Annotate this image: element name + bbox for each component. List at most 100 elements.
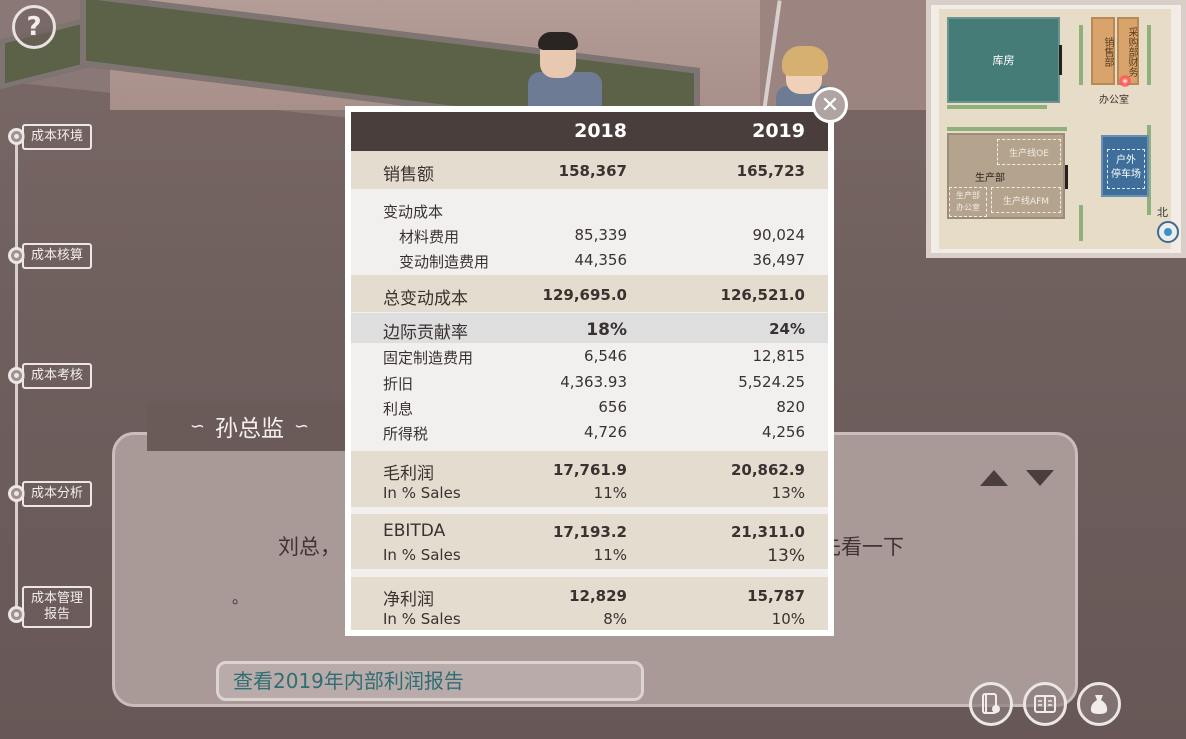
minimap-parking[interactable] xyxy=(1101,135,1149,197)
player-location-marker xyxy=(1119,75,1131,87)
dialogue-text: 刘总， xyxy=(278,535,341,559)
minimap[interactable]: 库房 销售部 采购部财务 办公室 生产线OE 生产部 生产部 办公室 生产线AF… xyxy=(926,0,1186,258)
value-2019: 12,815 xyxy=(752,347,806,365)
row-net-pct: In % Sales 8% 10% xyxy=(351,607,828,632)
row-ebitda-pct: In % Sales 11% 13% xyxy=(351,543,828,568)
value-2018: 8% xyxy=(603,610,627,628)
row-label: 材料费用 xyxy=(399,228,460,246)
close-icon[interactable]: ✕ xyxy=(812,87,848,123)
row-net-profit: 净利润 12,829 15,787 xyxy=(351,582,828,610)
report-header: 2018 2019 xyxy=(351,112,828,151)
minimap-line-oe[interactable]: 生产线OE xyxy=(997,139,1061,165)
north-label: 北 xyxy=(1157,206,1168,219)
book-button[interactable] xyxy=(1023,682,1067,726)
column-2019: 2019 xyxy=(752,120,805,142)
minimap-line-afm[interactable]: 生产线AFM xyxy=(991,187,1061,213)
row-depreciation: 折旧 4,363.93 5,524.25 xyxy=(351,370,828,395)
hedge xyxy=(1147,125,1151,215)
value-2018: 44,356 xyxy=(574,251,628,269)
row-label: 总变动成本 xyxy=(383,289,468,309)
value-2019: 820 xyxy=(776,398,805,416)
row-band xyxy=(351,313,828,343)
row-label: EBITDA xyxy=(383,521,446,541)
row-label: 销售额 xyxy=(383,165,434,185)
nav-item-cost-assessment[interactable]: 成本考核 xyxy=(22,363,93,389)
row-label: In % Sales xyxy=(383,546,461,564)
dialogue-text: 。 xyxy=(232,588,249,607)
dialogue-text: 先看一下 xyxy=(820,535,904,559)
nav-item-cost-report[interactable]: 成本管理 报告 xyxy=(22,586,93,628)
row-band xyxy=(351,275,828,312)
row-band xyxy=(351,514,828,569)
row-fixed-mfg: 固定制造费用 6,546 12,815 xyxy=(351,344,828,369)
value-2018: 129,695.0 xyxy=(542,286,627,304)
minimap-production-dept[interactable] xyxy=(947,133,1065,219)
value-2018: 656 xyxy=(598,398,627,416)
nav-item-cost-analysis[interactable]: 成本分析 xyxy=(22,481,93,507)
nav-item-cost-accounting[interactable]: 成本核算 xyxy=(22,243,93,269)
value-2018: 6,546 xyxy=(584,347,627,365)
value-2018: 11% xyxy=(593,546,627,564)
row-label: 净利润 xyxy=(383,590,434,610)
row-label: 变动成本 xyxy=(383,203,444,221)
speaker-nameplate: ∽ 孙总监 ∽ xyxy=(147,401,352,451)
value-2019: 21,311.0 xyxy=(730,523,805,541)
minimap-storage-room[interactable]: 库房 xyxy=(947,17,1060,103)
row-label: 所得税 xyxy=(383,425,429,443)
row-band xyxy=(351,451,828,507)
row-band xyxy=(351,577,828,630)
minimap-production-office[interactable]: 生产部 办公室 xyxy=(949,187,987,217)
swirl-ornament-icon: ∽ xyxy=(294,415,310,437)
door xyxy=(1065,165,1068,189)
minimap-office-label: 办公室 xyxy=(1099,95,1129,106)
swirl-ornament-icon: ∽ xyxy=(189,415,205,437)
row-label: 变动制造费用 xyxy=(399,253,490,271)
row-interest: 利息 656 820 xyxy=(351,395,828,420)
value-2019: 20,862.9 xyxy=(730,461,805,479)
value-2018: 85,339 xyxy=(574,226,628,244)
value-2019: 165,723 xyxy=(736,162,805,180)
money-bag-icon xyxy=(1090,695,1108,714)
compass-icon[interactable] xyxy=(1157,221,1179,243)
book-icon xyxy=(1034,695,1056,713)
row-label: 折旧 xyxy=(383,375,414,393)
value-2019: 24% xyxy=(769,320,805,338)
value-2019: 4,256 xyxy=(762,423,805,441)
row-label: 毛利润 xyxy=(383,464,434,484)
row-gross-profit: 毛利润 17,761.9 20,862.9 xyxy=(351,456,828,484)
character-hair-woman xyxy=(782,46,828,76)
notebook-button[interactable] xyxy=(969,682,1013,726)
row-label: 固定制造费用 xyxy=(383,349,474,367)
speaker-name: 孙总监 xyxy=(215,416,284,442)
profit-report-panel: 2018 2019 销售额 158,367 165,723 变动成本 材料费用 … xyxy=(345,106,834,636)
minimap-parking-label: 户外 停车场 xyxy=(1107,149,1145,189)
storage-label: 库房 xyxy=(992,54,1015,67)
dialogue-choice-button[interactable]: 查看2019年内部利润报告 xyxy=(216,661,644,701)
report-table: 2018 2019 销售额 158,367 165,723 变动成本 材料费用 … xyxy=(351,112,828,630)
hedge xyxy=(1147,25,1151,85)
scroll-up-icon[interactable] xyxy=(980,470,1008,486)
row-total-variable: 总变动成本 129,695.0 126,521.0 xyxy=(351,281,828,309)
minimap-sales-dept[interactable]: 销售部 xyxy=(1091,17,1115,85)
column-2018: 2018 xyxy=(574,120,627,142)
row-label: 利息 xyxy=(383,400,414,418)
minimap-purchase-dept[interactable]: 采购部财务 xyxy=(1117,17,1139,85)
row-variable-cost: 变动成本 xyxy=(351,198,828,223)
money-bag-button[interactable] xyxy=(1077,682,1121,726)
row-band xyxy=(351,151,828,189)
value-2019: 5,524.25 xyxy=(738,373,805,391)
help-button[interactable]: ? xyxy=(12,5,56,49)
value-2019: 13% xyxy=(767,546,805,566)
value-2018: 4,363.93 xyxy=(560,373,627,391)
notebook-icon xyxy=(982,693,1000,714)
value-2019: 36,497 xyxy=(752,251,806,269)
value-2019: 10% xyxy=(771,610,805,628)
value-2018: 158,367 xyxy=(558,162,627,180)
nav-item-cost-environment[interactable]: 成本环境 xyxy=(22,124,93,150)
row-label: 边际贡献率 xyxy=(383,323,468,343)
row-label: In % Sales xyxy=(383,610,461,628)
door xyxy=(1059,45,1062,75)
hedge xyxy=(947,127,1067,131)
value-2019: 15,787 xyxy=(747,587,805,605)
scroll-down-icon[interactable] xyxy=(1026,470,1054,486)
